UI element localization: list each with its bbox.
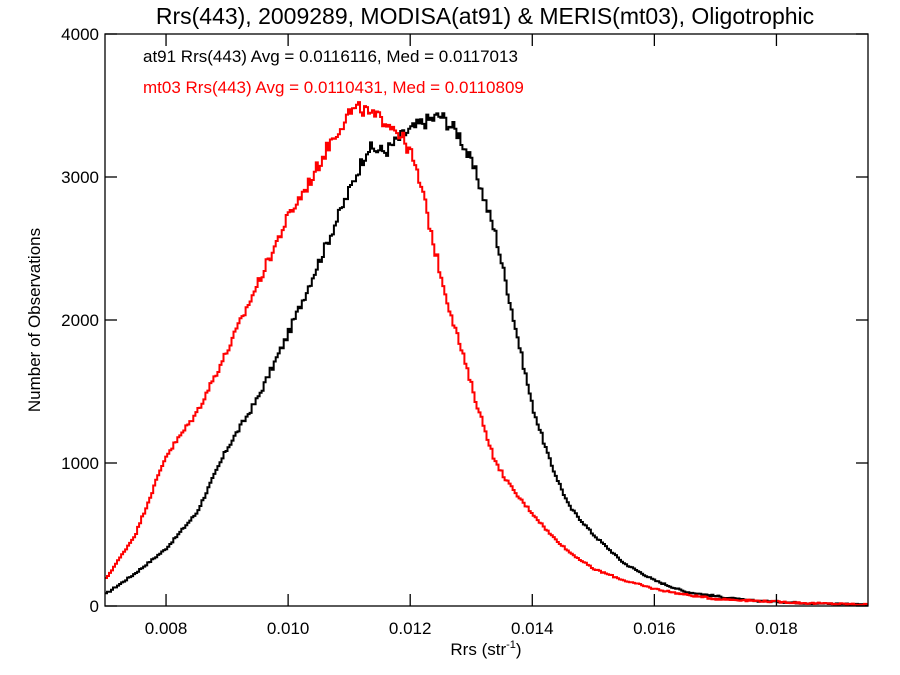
y-axis-label: Number of Observations xyxy=(25,228,44,412)
legend-entry-mt03: mt03 Rrs(443) Avg = 0.0110431, Med = 0.0… xyxy=(143,78,524,97)
x-axis-label-superscript: -1 xyxy=(506,639,516,651)
y-tick-label: 3000 xyxy=(61,168,99,187)
series-at91-histogram xyxy=(105,112,868,607)
x-axis-label-text: Rrs (str xyxy=(450,640,506,659)
series-mt03-histogram xyxy=(105,101,868,606)
x-tick-label: 0.016 xyxy=(633,619,676,638)
legend-entry-at91: at91 Rrs(443) Avg = 0.0116116, Med = 0.0… xyxy=(143,47,518,66)
y-tick-label: 0 xyxy=(90,597,99,616)
y-tick-label: 4000 xyxy=(61,25,99,44)
x-axis-label-close: ) xyxy=(516,640,522,659)
x-tick-label: 0.008 xyxy=(145,619,188,638)
plot-frame xyxy=(104,33,869,607)
chart-title: Rrs(443), 2009289, MODISA(at91) & MERIS(… xyxy=(156,3,814,29)
series-layer xyxy=(105,101,868,607)
x-tick-label: 0.014 xyxy=(511,619,554,638)
y-tick-label: 1000 xyxy=(61,454,99,473)
x-axis-label: Rrs (str-1) xyxy=(450,639,521,659)
x-tick-label: 0.012 xyxy=(389,619,432,638)
y-axis: 0 1000 2000 3000 4000 xyxy=(61,25,868,616)
y-tick-label: 2000 xyxy=(61,311,99,330)
x-tick-label: 0.018 xyxy=(755,619,798,638)
x-axis: 0.008 0.010 0.012 0.014 0.016 0.018 xyxy=(145,34,798,638)
x-tick-label: 0.010 xyxy=(267,619,310,638)
